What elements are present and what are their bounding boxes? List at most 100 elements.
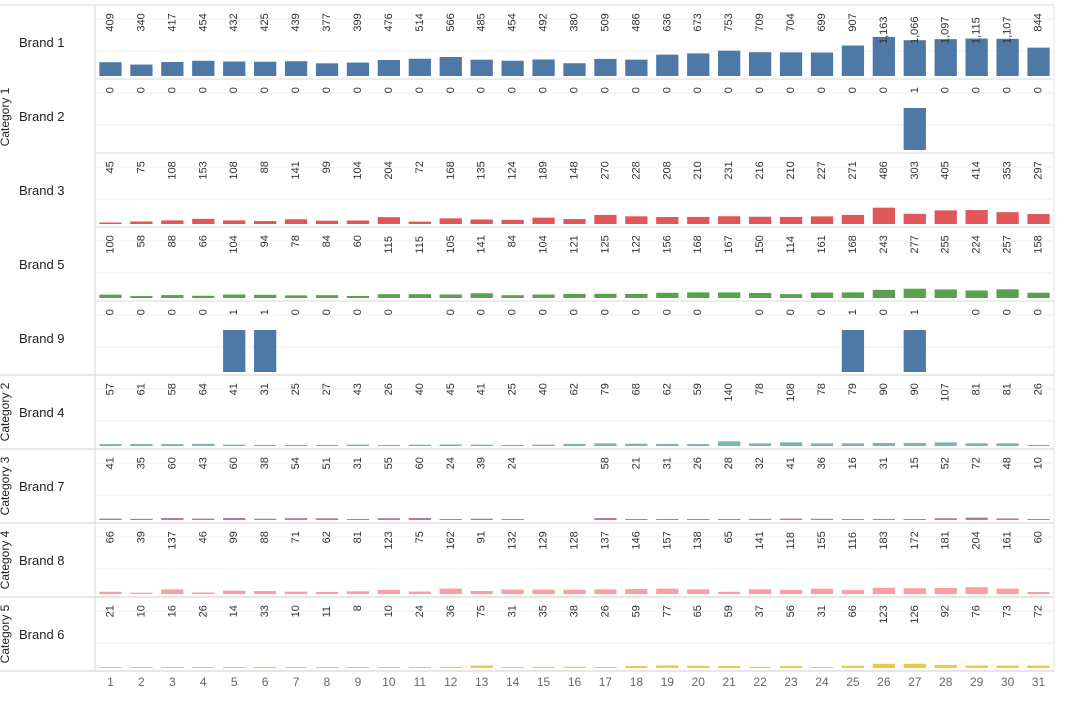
bar-brand-8-16 [563, 589, 586, 594]
x-tick-label-6: 6 [262, 675, 269, 689]
data-label-brand-6-20: 65 [692, 605, 704, 617]
data-label-brand-6-21: 59 [723, 605, 735, 617]
bar-brand-7-19 [656, 518, 679, 520]
data-label-brand-5-6: 94 [259, 235, 271, 247]
bar-brand-3-31 [1027, 214, 1050, 224]
x-tick-label-27: 27 [908, 675, 922, 689]
bar-brand-4-3 [161, 444, 184, 446]
data-label-brand-9-19: 0 [661, 309, 673, 315]
bar-brand-1-7 [284, 61, 308, 76]
data-label-brand-2-10: 0 [383, 87, 395, 93]
data-label-brand-2-16: 0 [569, 87, 581, 93]
data-label-brand-1-28: 1,097 [940, 16, 952, 44]
bar-brand-6-25 [841, 665, 865, 668]
data-label-brand-9-5: 1 [228, 309, 240, 315]
bar-brand-1-19 [656, 54, 679, 76]
data-label-brand-4-10: 26 [383, 383, 395, 395]
data-label-brand-1-2: 340 [135, 13, 147, 31]
bar-brand-6-26 [872, 663, 895, 668]
bar-brand-5-14 [501, 295, 524, 298]
data-label-brand-8-8: 62 [321, 531, 333, 543]
data-label-brand-1-24: 699 [816, 13, 828, 31]
data-label-brand-3-15: 189 [538, 161, 550, 179]
bar-brand-6-2 [130, 667, 153, 668]
data-label-brand-6-17: 26 [599, 605, 611, 617]
bar-brand-8-7 [284, 591, 308, 594]
data-label-brand-2-25: 0 [847, 87, 859, 93]
data-label-brand-4-18: 68 [630, 383, 642, 395]
bar-brand-1-24 [810, 52, 834, 76]
data-label-brand-4-11: 40 [414, 383, 426, 395]
bar-brand-3-6 [254, 221, 277, 224]
x-tick-label-28: 28 [939, 675, 953, 689]
bar-brand-3-23 [779, 216, 803, 224]
data-label-brand-2-12: 0 [445, 87, 457, 93]
data-label-brand-5-17: 125 [599, 235, 611, 253]
x-tick-label-15: 15 [537, 675, 551, 689]
data-label-brand-1-10: 476 [383, 13, 395, 31]
bar-brand-1-8 [315, 63, 339, 76]
row-brand-9: Brand 9 0 0 0 0 1 1 0 0 0 0 0 0 0 0 0 0 0 0 0 0 0 0 1 0 1 0 0 0 [0, 309, 1054, 376]
data-label-brand-8-7: 71 [290, 531, 302, 543]
bar-brand-6-31 [1027, 665, 1050, 668]
data-label-brand-9-16: 0 [569, 309, 581, 315]
data-label-brand-3-13: 135 [476, 161, 488, 179]
data-label-brand-9-10: 0 [383, 309, 395, 315]
bar-brand-5-3 [161, 295, 184, 298]
bar-brand-7-6 [254, 518, 277, 520]
data-label-brand-4-3: 58 [166, 383, 178, 395]
row-label-brand-7: Brand 7 [19, 479, 65, 494]
data-label-brand-8-31: 60 [1033, 531, 1045, 543]
bar-brand-3-21 [718, 216, 741, 224]
bar-brand-4-14 [501, 445, 524, 446]
data-label-brand-4-4: 64 [197, 383, 209, 395]
bar-brand-3-24 [810, 216, 834, 224]
group-label-category-3: Category 3 [0, 456, 12, 515]
bar-brand-7-5 [223, 517, 246, 520]
data-label-brand-1-19: 636 [661, 13, 673, 31]
bar-brand-7-24 [810, 518, 834, 520]
bar-brand-6-5 [223, 667, 246, 668]
bar-brand-8-10 [377, 589, 401, 594]
data-label-brand-4-23: 108 [785, 383, 797, 401]
bar-brand-4-1 [99, 444, 122, 446]
data-label-brand-3-8: 99 [321, 161, 333, 173]
data-label-brand-7-25: 16 [847, 457, 859, 469]
data-label-brand-9-24: 0 [816, 309, 828, 315]
data-label-brand-6-22: 37 [754, 605, 766, 617]
bar-brand-8-26 [872, 587, 895, 594]
bar-brand-3-16 [563, 219, 586, 224]
bar-brand-5-25 [841, 292, 865, 298]
bar-brand-6-29 [965, 665, 988, 668]
data-label-brand-7-14: 24 [507, 457, 519, 469]
bar-brand-3-26 [872, 207, 895, 224]
bar-brand-4-30 [996, 443, 1019, 446]
data-label-brand-7-13: 39 [476, 457, 488, 469]
bar-brand-8-25 [841, 590, 865, 594]
row-brand-6: Brand 6 21 10 16 26 14 33 10 11 8 10 24 36 75 31 35 38 26… [0, 605, 1054, 672]
bar-brand-5-12 [439, 294, 462, 298]
data-label-brand-4-25: 79 [847, 383, 859, 395]
data-label-brand-8-13: 91 [476, 531, 488, 543]
data-label-brand-6-31: 72 [1033, 605, 1045, 617]
data-label-brand-4-28: 107 [940, 383, 952, 401]
data-label-brand-5-21: 167 [723, 235, 735, 253]
data-label-brand-5-23: 114 [785, 236, 797, 254]
data-label-brand-5-9: 60 [352, 235, 364, 247]
data-label-brand-3-22: 216 [754, 161, 766, 179]
bar-brand-7-29 [965, 517, 988, 520]
data-label-brand-8-17: 137 [599, 531, 611, 549]
x-tick-label-23: 23 [784, 675, 798, 689]
bar-brand-3-11 [408, 221, 431, 224]
data-label-brand-9-31: 0 [1033, 309, 1045, 315]
bar-brand-3-28 [934, 210, 957, 224]
data-label-brand-8-4: 46 [197, 531, 209, 543]
data-label-brand-9-26: 0 [878, 309, 890, 315]
data-label-brand-8-19: 157 [661, 531, 673, 549]
bar-brand-6-21 [718, 666, 741, 668]
data-label-brand-4-7: 25 [290, 383, 302, 395]
bar-brand-7-2 [130, 518, 153, 520]
bar-brand-5-10 [377, 294, 401, 298]
data-label-brand-3-29: 414 [971, 161, 983, 179]
data-label-brand-2-29: 0 [971, 87, 983, 93]
